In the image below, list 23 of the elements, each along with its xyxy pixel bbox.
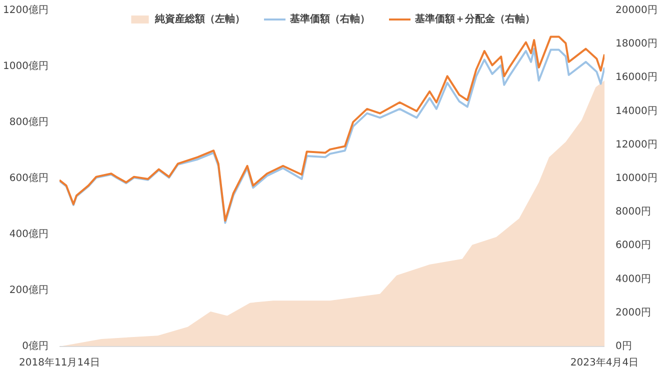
legend-label: 基準価額（右軸） xyxy=(290,12,370,26)
y2-tick-label: 12000円 xyxy=(616,139,658,150)
y-tick-label: 800億円 xyxy=(9,116,49,128)
legend-label: 基準価額＋分配金（右軸） xyxy=(415,12,535,26)
y2-tick-label: 2000円 xyxy=(616,307,651,318)
y2-tick-label: 20000円 xyxy=(616,5,658,16)
y2-tick-label: 14000円 xyxy=(616,106,658,117)
y-tick-label: 1000億円 xyxy=(3,60,49,72)
legend-label: 純資産総額（左軸） xyxy=(155,12,245,26)
y2-tick-label: 0円 xyxy=(616,341,632,352)
y-tick-label: 0億円 xyxy=(22,340,49,352)
y-tick-label: 200億円 xyxy=(9,284,49,296)
x-tick-label: 2023年4月4日 xyxy=(570,356,639,368)
y2-tick-label: 6000円 xyxy=(616,240,651,252)
y2-tick-label: 10000円 xyxy=(616,173,658,184)
y2-tick-label: 18000円 xyxy=(616,38,658,50)
y2-tick-label: 4000円 xyxy=(616,274,651,285)
y-tick-label: 400億円 xyxy=(9,228,49,240)
y-tick-label: 1200億円 xyxy=(3,4,49,16)
y2-tick-label: 8000円 xyxy=(616,206,651,218)
y-tick-label: 600億円 xyxy=(9,172,49,184)
y2-tick-label: 16000円 xyxy=(616,72,658,84)
x-tick-label: 2018年11月14日 xyxy=(19,356,100,368)
